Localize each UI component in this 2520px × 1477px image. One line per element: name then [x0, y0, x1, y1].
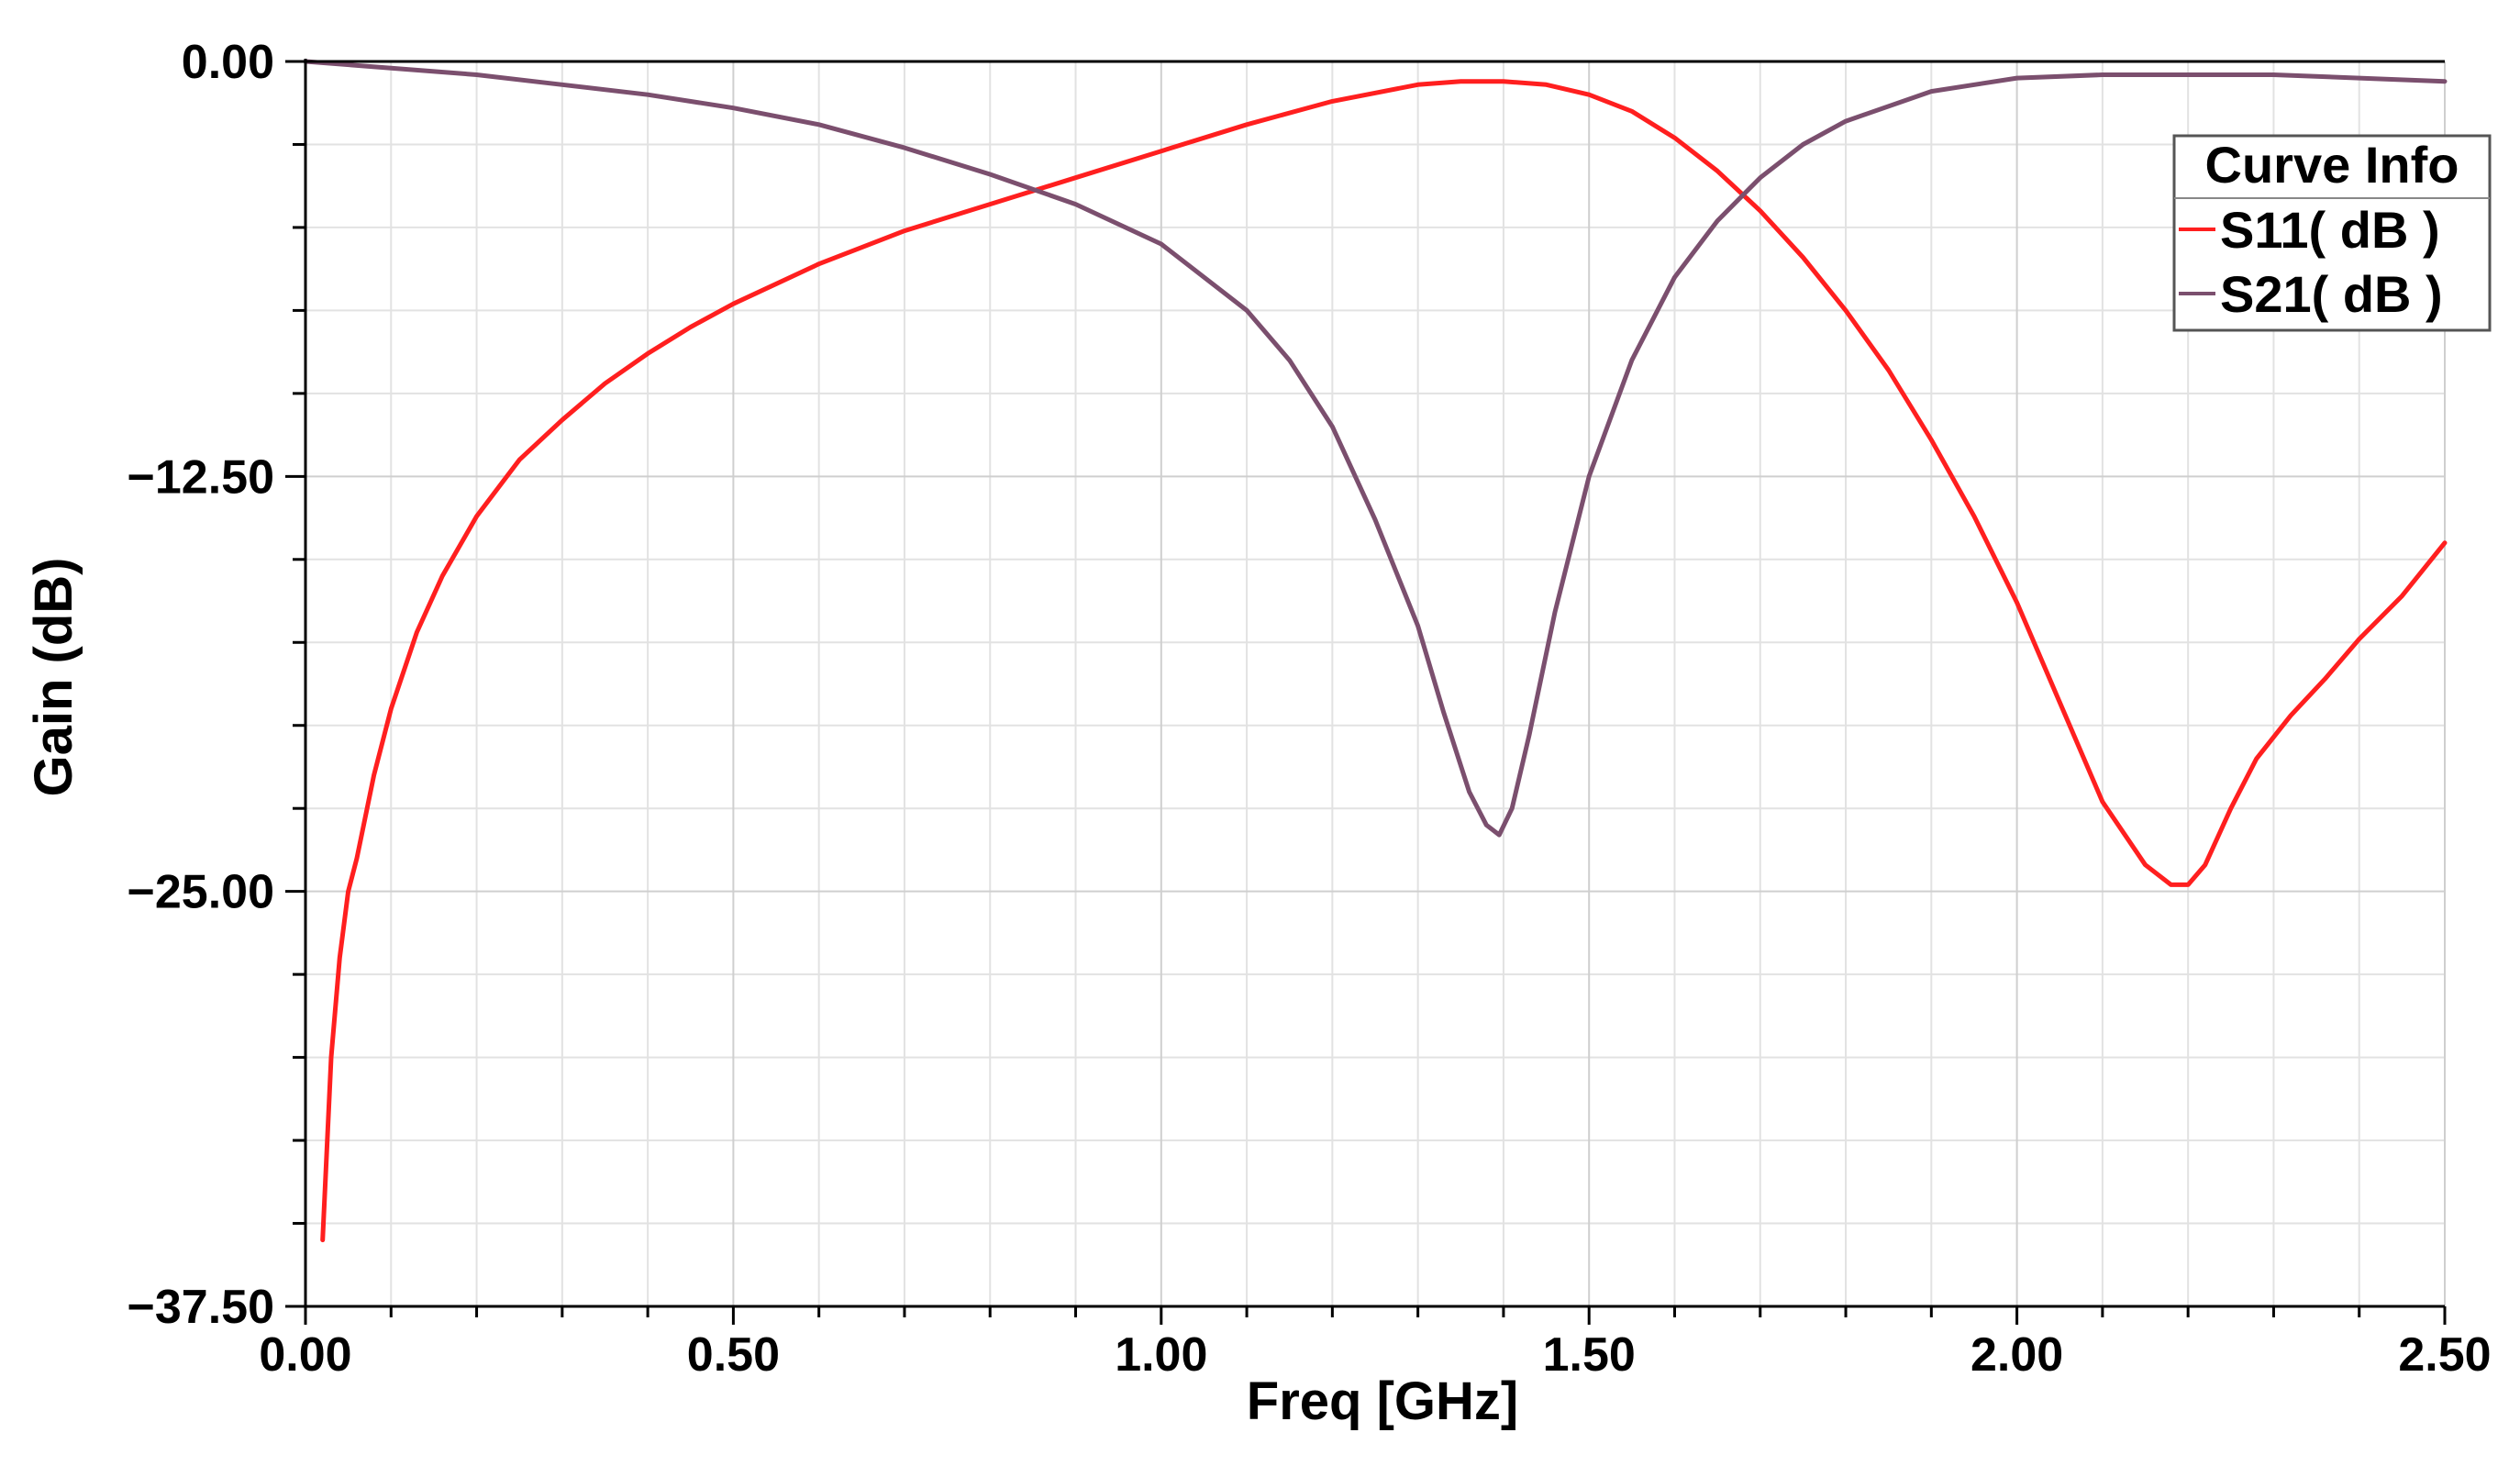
- x-tick-label: 1.00: [1115, 1328, 1207, 1382]
- y-tick-label: −37.50: [128, 1281, 275, 1334]
- series-line-s21-db: [303, 59, 2448, 838]
- y-axis-title: Gain (dB): [24, 558, 83, 797]
- legend-label-s21: S21( dB ): [2220, 265, 2443, 323]
- x-tick-label: 0.00: [259, 1328, 351, 1382]
- y-tick-label: −12.50: [128, 450, 275, 504]
- legend-title: Curve Info: [2205, 136, 2459, 194]
- series-line-s11-db: [320, 79, 2448, 1243]
- x-tick-label: 0.50: [687, 1328, 780, 1382]
- tick-labels: 0.00 0.50 1.00 1.50 2.00 2.50 0.00 −12.50 −25.00…: [128, 36, 2492, 1382]
- legend: Curve Info S11( dB ) S21( dB ): [2172, 134, 2492, 332]
- legend-label-s11: S11( dB ): [2220, 201, 2440, 259]
- major-grid: [305, 61, 2446, 1306]
- x-tick-label: 2.50: [2398, 1328, 2491, 1382]
- axes: [285, 59, 2447, 1325]
- minor-grid: [305, 61, 2445, 1306]
- y-tick-label: 0.00: [182, 36, 274, 89]
- y-tick-label: −25.00: [128, 866, 275, 919]
- x-tick-label: 1.50: [1543, 1328, 1636, 1382]
- series-layer: [303, 59, 2448, 1243]
- legend-box: [2172, 134, 2492, 332]
- x-tick-label: 2.00: [1970, 1328, 2063, 1382]
- x-axis-title: Freq [GHz]: [1247, 1372, 1518, 1431]
